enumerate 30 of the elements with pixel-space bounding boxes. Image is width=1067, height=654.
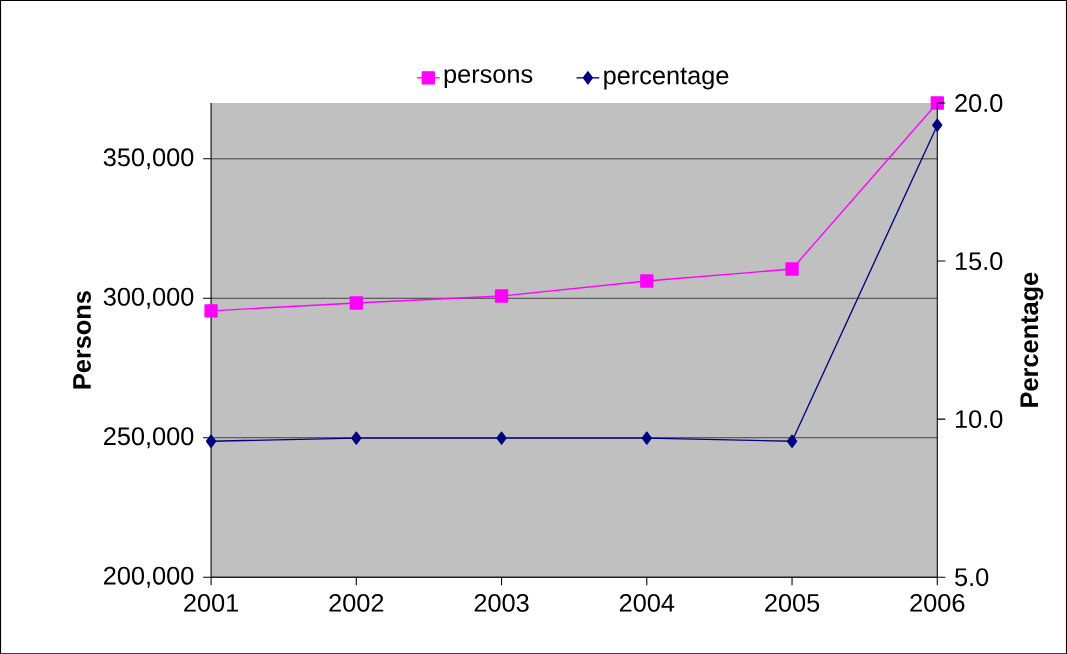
point [496, 431, 507, 445]
y-tick-label: 300,000 [103, 287, 194, 309]
x-tick-label: 2005 [765, 593, 820, 612]
point [930, 96, 944, 110]
point [494, 289, 509, 303]
y2-tick-label: 20.0 [955, 93, 1003, 112]
x-tick-label: 2004 [619, 593, 675, 612]
point [205, 434, 217, 448]
point [204, 304, 218, 318]
x-tick-label: 2002 [329, 593, 384, 612]
y-tick-label: 250,000 [104, 427, 194, 449]
y2-axis-title: Percentage [1020, 272, 1044, 407]
point [786, 434, 798, 448]
point [351, 431, 362, 445]
x-tick-label: 2001 [184, 593, 238, 612]
point [640, 274, 654, 288]
legend-label: persons [444, 69, 533, 88]
y-tick-label: 200,000 [104, 566, 194, 588]
y-axis-title: Persons [73, 291, 91, 389]
y-tick-label: 350,000 [103, 148, 194, 170]
point [349, 296, 363, 310]
x-tick-label: 2003 [474, 593, 529, 612]
point [785, 262, 799, 276]
y2-tick-label: 15.0 [955, 252, 1003, 270]
point [641, 431, 652, 445]
x-tick-label: 2006 [910, 593, 965, 612]
point [932, 118, 943, 132]
y2-tick-label: 5.0 [955, 568, 989, 587]
y2-tick-label: 10.0 [955, 410, 1003, 429]
legend-label: percentage [604, 67, 729, 90]
